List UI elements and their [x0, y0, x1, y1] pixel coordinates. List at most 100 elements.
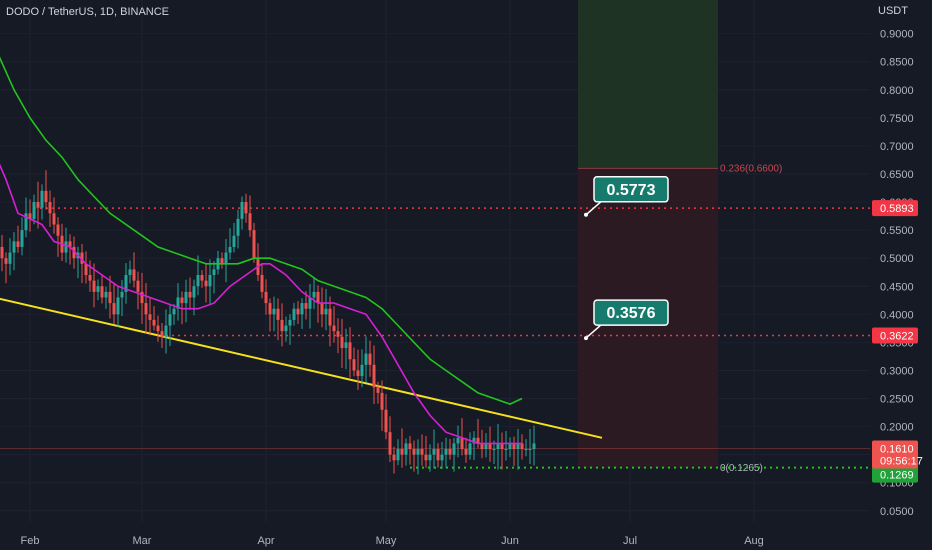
- candle-body: [196, 275, 200, 287]
- candle-body: [416, 449, 420, 455]
- trendline: [0, 297, 603, 439]
- candle: [524, 439, 528, 457]
- currency-label: USDT: [878, 5, 908, 17]
- candle-body: [172, 308, 176, 315]
- candle: [12, 232, 16, 271]
- x-tick-label: Jun: [501, 535, 519, 547]
- candle: [152, 306, 156, 331]
- candle: [108, 275, 112, 319]
- x-tick-label: Aug: [744, 535, 764, 547]
- candle-body: [24, 213, 28, 231]
- candle: [416, 439, 420, 475]
- candle: [168, 305, 172, 347]
- candle: [304, 291, 308, 320]
- candle: [120, 279, 124, 317]
- candle: [244, 193, 248, 223]
- candle-body: [124, 275, 128, 292]
- candle: [356, 349, 360, 390]
- candle-body: [328, 308, 332, 326]
- candle: [272, 296, 276, 332]
- candle-body: [240, 202, 244, 219]
- y-tick-label: 0.3000: [880, 365, 914, 377]
- candle: [292, 302, 296, 326]
- candle: [368, 340, 372, 377]
- candle-body: [376, 387, 380, 393]
- candle-body: [492, 449, 496, 451]
- candle-body: [92, 280, 96, 292]
- candle: [104, 286, 108, 309]
- candle: [496, 423, 500, 470]
- candle: [8, 238, 12, 276]
- candle: [336, 318, 340, 354]
- resistance-badge-label: 0.5893: [880, 203, 914, 215]
- candle-body: [244, 202, 248, 214]
- callout-pointer: [585, 323, 603, 339]
- y-tick-label: 0.2000: [880, 422, 914, 434]
- candle-body: [484, 443, 488, 450]
- candle: [492, 440, 496, 465]
- candle-body: [408, 443, 412, 450]
- candle-body: [104, 291, 108, 298]
- candle: [236, 209, 240, 249]
- candle: [40, 184, 44, 220]
- price-axis[interactable]: USDT 0.9000 0.8500 0.8000 0.7500 0.7000 0.650…: [870, 0, 932, 550]
- candle: [440, 441, 444, 469]
- horizontal-levels: [0, 207, 870, 469]
- candle-body: [384, 409, 388, 433]
- current-price-label: 0.1610: [880, 443, 914, 455]
- candle-body: [272, 308, 276, 315]
- candle: [436, 443, 440, 468]
- time-axis[interactable]: Feb Mar Apr May Jun Jul Aug: [21, 535, 764, 547]
- candle-body: [528, 449, 532, 451]
- fib-label: 0.236(0.6600): [720, 163, 782, 174]
- candle: [376, 381, 380, 404]
- candle: [136, 271, 140, 310]
- candles: [0, 170, 536, 475]
- candle: [72, 236, 76, 269]
- candle-body: [200, 275, 204, 281]
- candle-body: [316, 291, 320, 304]
- candle: [380, 380, 384, 431]
- candle-body: [332, 325, 336, 332]
- candle: [176, 283, 180, 321]
- candle-body: [168, 314, 172, 326]
- trendline-layer: [0, 297, 603, 439]
- y-tick-label: 0.6500: [880, 169, 914, 181]
- candle-body: [312, 291, 316, 298]
- candle-body: [336, 331, 340, 337]
- candle-body: [160, 331, 164, 337]
- callout-pointer: [585, 200, 603, 216]
- candle: [148, 297, 152, 336]
- candle-body: [500, 443, 504, 450]
- candle-body: [524, 449, 528, 451]
- x-tick-label: Feb: [21, 535, 40, 547]
- x-tick-label: Jul: [623, 535, 637, 547]
- candle: [488, 426, 492, 462]
- candle-body: [0, 246, 4, 259]
- candle: [80, 244, 84, 284]
- candle: [68, 234, 72, 265]
- candle-body: [204, 280, 208, 287]
- candle-body: [404, 443, 408, 455]
- callout-box: [593, 299, 669, 326]
- candle-body: [88, 275, 92, 281]
- candle: [388, 416, 392, 462]
- candle: [316, 285, 320, 323]
- candle: [268, 298, 272, 332]
- candle-body: [496, 443, 500, 450]
- candle-body: [276, 308, 280, 320]
- candle: [352, 347, 356, 377]
- candle: [92, 263, 96, 308]
- candle: [188, 277, 192, 310]
- support-badge-label: 0.1269: [880, 470, 914, 482]
- candle: [16, 225, 20, 253]
- candle: [100, 274, 104, 304]
- candle: [32, 194, 36, 225]
- candle-body: [284, 325, 288, 332]
- candle: [392, 446, 396, 474]
- candle-body: [28, 213, 32, 219]
- candle: [468, 432, 472, 460]
- candle: [384, 394, 388, 440]
- ma-fast-line: [0, 163, 522, 445]
